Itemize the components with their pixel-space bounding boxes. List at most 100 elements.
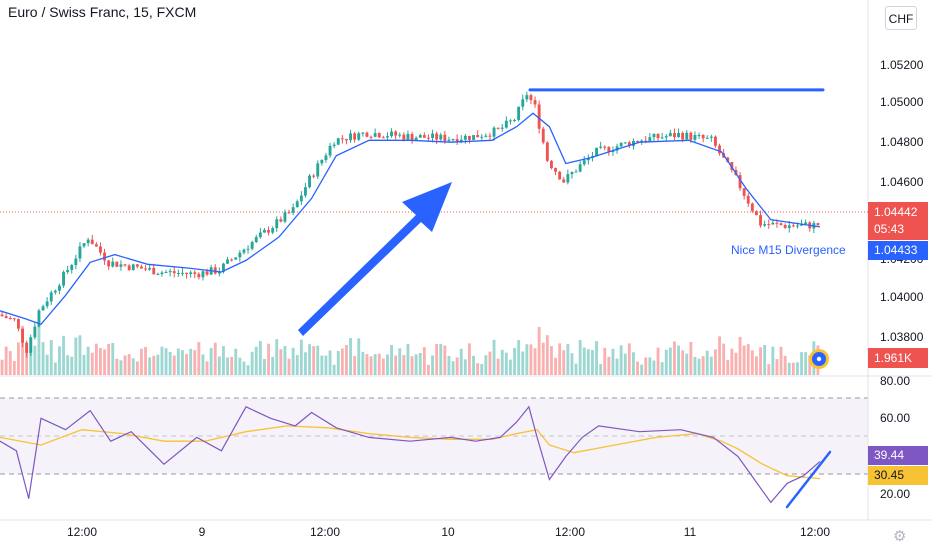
volume-bar bbox=[82, 354, 86, 375]
candle-body bbox=[566, 174, 570, 183]
candle-body bbox=[238, 252, 242, 258]
volume-bar bbox=[324, 355, 328, 375]
candle-body bbox=[693, 135, 697, 140]
volume-bar bbox=[709, 356, 713, 375]
volume-bar bbox=[111, 343, 115, 375]
price-axis-label: 1.04800 bbox=[880, 135, 924, 149]
volume-bar bbox=[86, 346, 90, 375]
candle-body bbox=[746, 195, 750, 204]
volume-bar bbox=[402, 355, 406, 375]
candle-body bbox=[189, 272, 193, 274]
rsi-divergence-trendline[interactable] bbox=[785, 450, 832, 509]
candle-body bbox=[181, 272, 184, 274]
volume-bar bbox=[689, 341, 693, 375]
volume-bar bbox=[353, 356, 357, 375]
gear-icon[interactable]: ⚙ bbox=[893, 528, 907, 545]
volume-bar bbox=[607, 356, 611, 375]
candle-body bbox=[504, 120, 508, 128]
time-axis-label: 12:00 bbox=[554, 525, 586, 539]
volume-bar bbox=[205, 361, 209, 375]
volume-bar bbox=[361, 351, 365, 375]
candle-body bbox=[586, 158, 590, 161]
candle-body bbox=[681, 132, 685, 140]
candle-body bbox=[250, 241, 254, 249]
uptrend-arrow[interactable] bbox=[298, 182, 452, 336]
volume-bar bbox=[246, 365, 250, 375]
candle-body bbox=[197, 273, 201, 278]
candle-body bbox=[340, 138, 344, 140]
volume-bar bbox=[90, 352, 94, 375]
volume-bar bbox=[668, 347, 672, 375]
candle-body bbox=[558, 171, 562, 180]
volume-bar bbox=[258, 340, 262, 375]
candle-body bbox=[701, 135, 705, 139]
volume-bar bbox=[62, 335, 65, 375]
volume-bar bbox=[242, 361, 246, 375]
volume-bar bbox=[422, 347, 426, 375]
candle-body bbox=[275, 219, 279, 229]
candle-body bbox=[119, 264, 123, 267]
candle-body bbox=[640, 140, 644, 143]
volume-bar bbox=[722, 343, 726, 375]
candle-body bbox=[554, 168, 557, 172]
candle-body bbox=[226, 259, 229, 264]
volume-bar bbox=[779, 346, 783, 375]
volume-bar bbox=[164, 348, 168, 375]
candle-body bbox=[435, 133, 439, 140]
ma-price-tag: 1.04433 bbox=[868, 241, 928, 260]
volume-bar bbox=[476, 363, 480, 375]
volume-bar bbox=[58, 346, 61, 375]
candle-body bbox=[353, 133, 357, 140]
volume-bar bbox=[312, 346, 316, 375]
volume-bar bbox=[345, 345, 348, 375]
volume-bar bbox=[238, 357, 242, 375]
volume-bar bbox=[263, 358, 266, 375]
volume-bar bbox=[17, 342, 20, 375]
currency-button[interactable]: CHF bbox=[885, 6, 917, 30]
candle-body bbox=[439, 134, 443, 140]
badge-dot-icon bbox=[816, 356, 822, 362]
volume-bar bbox=[750, 350, 754, 375]
volume-bar bbox=[574, 363, 578, 375]
candle-body bbox=[205, 271, 209, 275]
volume-bar bbox=[636, 361, 639, 375]
candle-body bbox=[234, 257, 238, 260]
candle-body bbox=[53, 290, 57, 293]
candle-body bbox=[49, 292, 53, 302]
volume-bar bbox=[418, 352, 422, 375]
volume-bar bbox=[652, 360, 656, 375]
volume-bar bbox=[328, 350, 332, 375]
divergence-annotation[interactable]: Nice M15 Divergence bbox=[731, 243, 846, 257]
candle-body bbox=[492, 127, 496, 137]
candle-body bbox=[172, 271, 176, 274]
volume-bar bbox=[193, 350, 197, 375]
volume-bar bbox=[660, 362, 664, 375]
volume-bar bbox=[230, 356, 234, 375]
candles bbox=[0, 91, 820, 358]
candle-body bbox=[70, 265, 74, 270]
candle-body bbox=[4, 316, 8, 319]
volume-bar bbox=[611, 348, 615, 375]
volume-bar bbox=[369, 356, 373, 375]
candle-body bbox=[488, 135, 492, 137]
candle-body bbox=[74, 258, 78, 266]
volume-bar bbox=[796, 362, 799, 375]
volume-bar bbox=[701, 356, 705, 375]
candle-body bbox=[463, 135, 467, 140]
candle-body bbox=[291, 207, 295, 213]
volume-bar bbox=[365, 354, 369, 375]
candle-body bbox=[217, 271, 221, 274]
candle-body bbox=[33, 326, 37, 338]
volume-bar bbox=[500, 349, 504, 375]
candle-body bbox=[316, 163, 320, 177]
volume-bar bbox=[681, 350, 685, 375]
candle-body bbox=[517, 106, 521, 120]
volume-bar bbox=[697, 358, 701, 375]
volume-bar bbox=[550, 346, 553, 375]
candle-body bbox=[755, 211, 758, 216]
last-price-tag: 1.04442 05:43 bbox=[868, 202, 928, 240]
candle-body bbox=[283, 212, 287, 222]
candle-body bbox=[656, 133, 660, 139]
volume-bar bbox=[316, 345, 320, 375]
